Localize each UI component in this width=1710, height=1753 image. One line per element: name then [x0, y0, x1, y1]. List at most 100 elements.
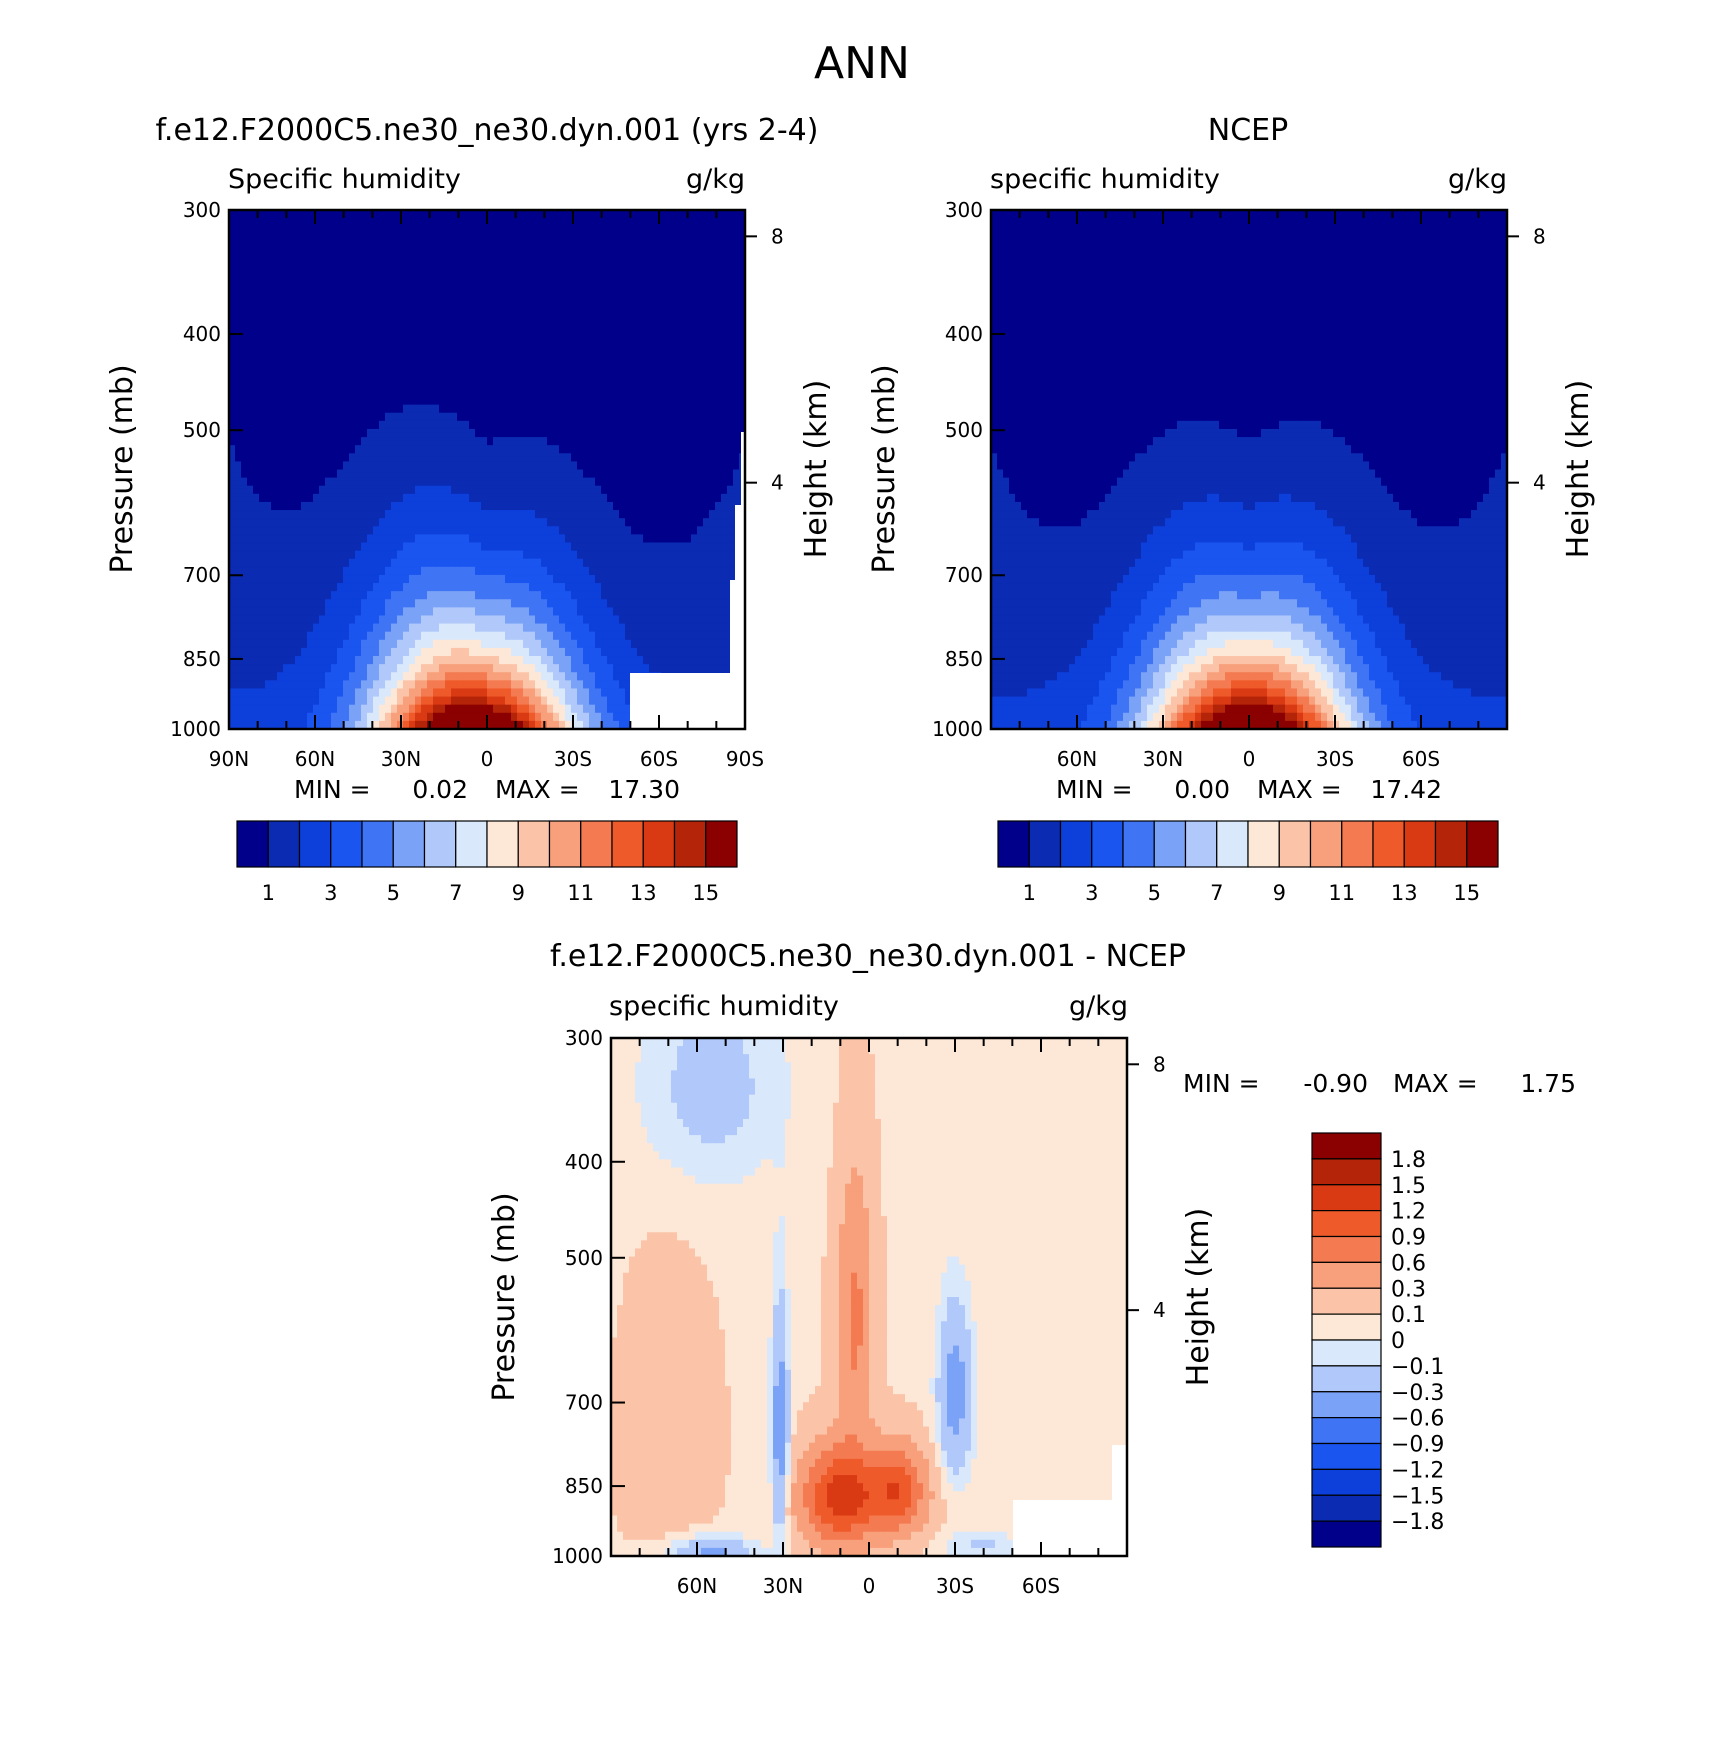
field-cell	[547, 453, 554, 462]
field-cell	[691, 664, 698, 673]
field-cell	[547, 323, 554, 333]
field-cell	[637, 518, 644, 527]
field-cell	[283, 664, 290, 673]
field-cell	[247, 501, 254, 511]
field-cell	[703, 647, 710, 657]
field-cell	[337, 372, 344, 381]
field-cell	[271, 623, 278, 633]
field-cell	[553, 631, 560, 641]
field-cell	[583, 250, 590, 260]
field-cell	[631, 591, 638, 600]
field-cell	[601, 656, 608, 665]
field-cell	[355, 315, 362, 325]
field-cell	[337, 355, 344, 365]
field-cell	[541, 647, 548, 657]
field-cell	[457, 404, 464, 414]
field-cell	[511, 510, 518, 519]
field-cell	[325, 631, 332, 641]
field-cell	[451, 445, 458, 454]
field-cell	[499, 583, 506, 592]
field-cell	[679, 583, 686, 592]
field-cell	[391, 404, 398, 414]
field-cell	[595, 485, 602, 495]
field-cell	[331, 299, 338, 308]
field-cell	[481, 469, 488, 479]
field-cell	[649, 599, 656, 608]
field-cell	[637, 266, 644, 276]
field-cell	[499, 501, 506, 511]
field-cell	[385, 428, 392, 438]
field-cell	[487, 461, 494, 471]
field-cell	[469, 550, 476, 560]
field-cell	[619, 372, 626, 381]
field-cell	[607, 226, 614, 235]
field-cell	[439, 542, 446, 552]
field-cell	[577, 672, 584, 681]
field-cell	[721, 307, 728, 317]
field-cell	[553, 339, 560, 349]
field-cell	[643, 574, 650, 584]
field-cell	[319, 404, 326, 414]
field-cell	[727, 412, 734, 422]
field-cell	[625, 282, 632, 292]
field-cell	[529, 388, 536, 398]
field-cell	[529, 639, 536, 649]
field-cell	[283, 501, 290, 511]
field-cell	[517, 510, 524, 519]
field-cell	[595, 420, 602, 430]
field-cell	[649, 404, 656, 414]
field-cell	[505, 323, 512, 333]
field-cell	[319, 437, 326, 446]
field-cell	[367, 412, 374, 422]
field-cell	[325, 242, 332, 252]
field-cell	[235, 445, 242, 454]
field-cell	[403, 299, 410, 308]
field-cell	[421, 266, 428, 276]
field-cell	[601, 591, 608, 600]
field-cell	[511, 331, 518, 341]
field-cell	[583, 234, 590, 244]
field-cell	[343, 420, 350, 430]
field-cell	[277, 250, 284, 260]
field-cell	[403, 461, 410, 471]
field-cell	[457, 396, 464, 406]
field-cell	[307, 550, 314, 560]
field-cell	[391, 388, 398, 398]
field-cell	[643, 210, 650, 219]
field-cell	[523, 656, 530, 665]
field-cell	[445, 396, 452, 406]
field-cell	[571, 607, 578, 617]
field-cell	[271, 566, 278, 576]
field-cell	[421, 242, 428, 252]
field-cell	[355, 250, 362, 260]
field-cell	[319, 388, 326, 398]
field-cell	[487, 534, 494, 544]
field-cell	[301, 266, 308, 276]
field-cell	[547, 234, 554, 244]
field-cell	[577, 461, 584, 471]
field-cell	[367, 210, 374, 219]
field-cell	[661, 299, 668, 308]
field-cell	[487, 526, 494, 535]
field-cell	[415, 242, 422, 252]
field-cell	[481, 615, 488, 625]
field-cell	[547, 420, 554, 430]
field-cell	[715, 242, 722, 252]
field-cell	[253, 404, 260, 414]
field-cell	[589, 291, 596, 300]
field-cell	[289, 453, 296, 462]
field-cell	[379, 315, 386, 325]
field-cell	[373, 364, 380, 373]
field-cell	[613, 656, 620, 665]
field-cell	[439, 599, 446, 608]
field-cell	[631, 493, 638, 503]
field-cell	[523, 534, 530, 544]
field-cell	[577, 258, 584, 268]
field-cell	[703, 469, 710, 479]
field-cell	[493, 274, 500, 284]
field-cell	[673, 639, 680, 649]
field-cell	[505, 574, 512, 584]
field-cell	[415, 404, 422, 414]
field-cell	[517, 656, 524, 665]
field-cell	[619, 437, 626, 446]
